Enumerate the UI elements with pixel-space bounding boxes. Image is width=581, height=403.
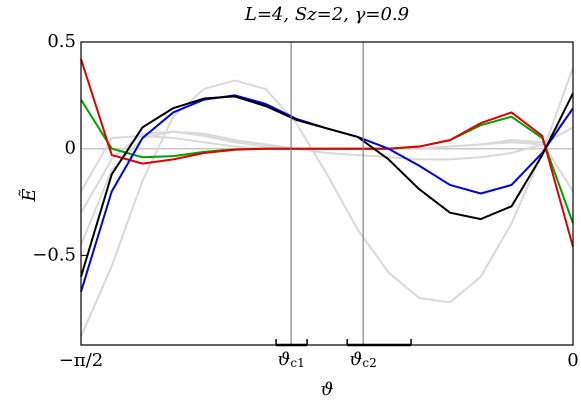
y-tick-label: −0.5: [32, 244, 76, 265]
critical-label: ϑc2: [350, 349, 377, 370]
critical-sub: c2: [362, 356, 376, 370]
chart-title: L=4, Sz=2, γ=0.9: [244, 4, 409, 25]
critical-sub: c1: [290, 356, 304, 370]
y-axis-label: Ẽ: [18, 188, 40, 202]
x-tick-label: 0: [567, 350, 578, 371]
series-line: [80, 134, 574, 192]
series-line: [80, 58, 574, 248]
series-line: [80, 92, 574, 278]
x-axis-label: ϑ: [321, 379, 334, 400]
critical-symbol: ϑ: [277, 349, 290, 370]
critical-label: ϑc1: [277, 349, 304, 370]
y-tick-label: 0: [65, 138, 76, 159]
plot-frame: [80, 41, 574, 346]
x-tick-label: −π/2: [59, 350, 103, 371]
critical-symbol: ϑ: [350, 349, 363, 370]
y-tick-label: 0.5: [47, 31, 76, 52]
series-line: [80, 126, 574, 214]
series-line: [80, 67, 574, 337]
series-line: [80, 109, 574, 246]
series-line: [80, 94, 574, 292]
